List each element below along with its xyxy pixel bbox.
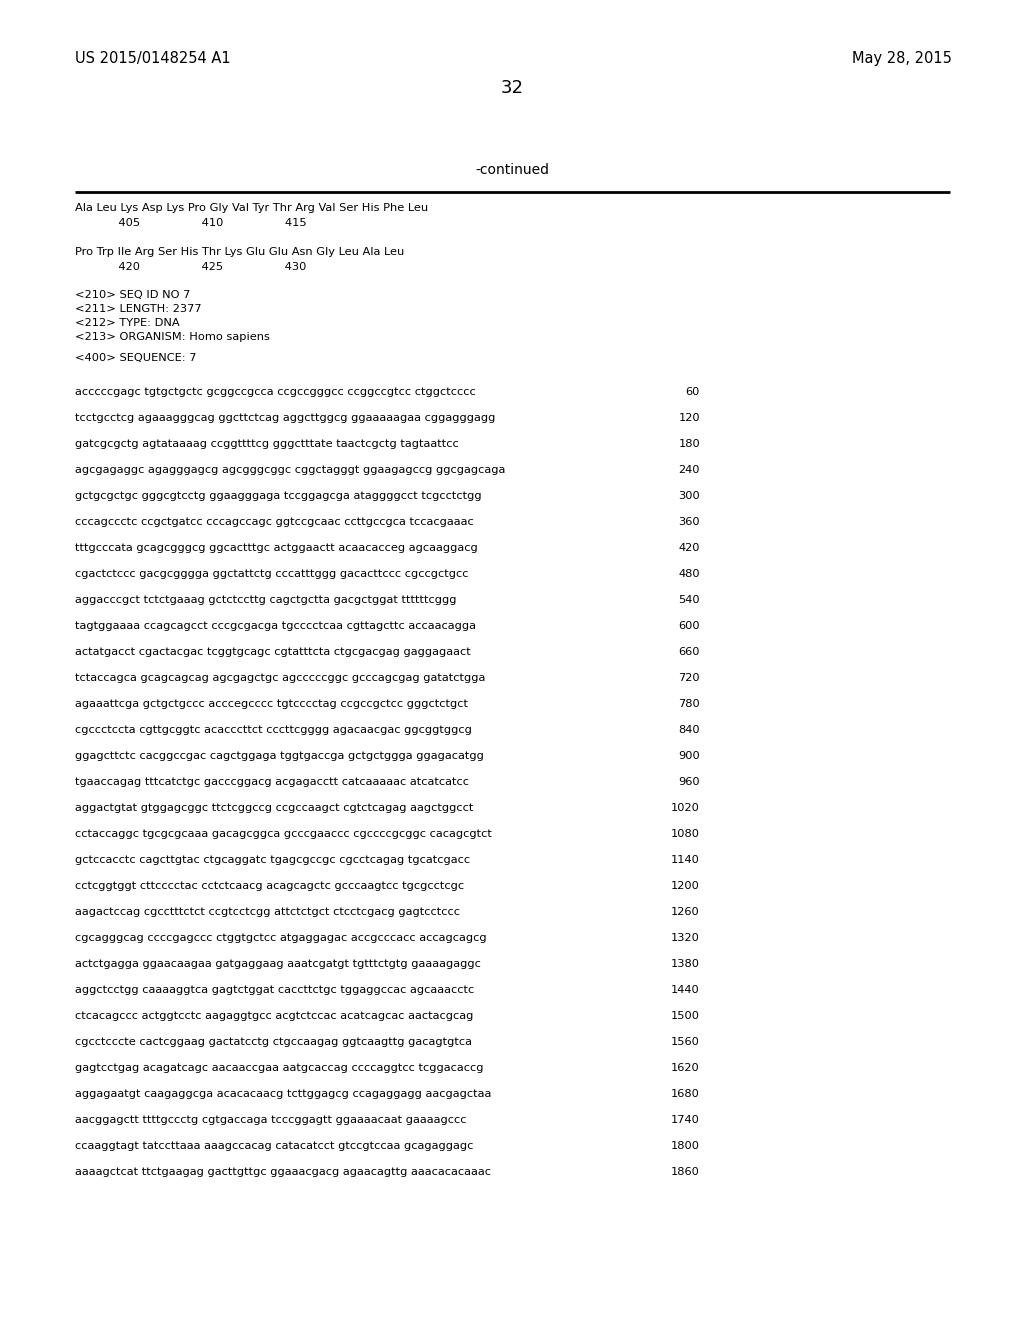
Text: <213> ORGANISM: Homo sapiens: <213> ORGANISM: Homo sapiens [75, 333, 270, 342]
Text: 780: 780 [678, 700, 700, 709]
Text: -continued: -continued [475, 162, 549, 177]
Text: 1680: 1680 [671, 1089, 700, 1100]
Text: 1740: 1740 [671, 1115, 700, 1125]
Text: 1320: 1320 [671, 933, 700, 942]
Text: ctcacagccc actggtcctc aagaggtgcc acgtctccac acatcagcac aactacgcag: ctcacagccc actggtcctc aagaggtgcc acgtctc… [75, 1011, 473, 1020]
Text: cgactctccc gacgcgggga ggctattctg cccatttggg gacacttccc cgccgctgcc: cgactctccc gacgcgggga ggctattctg cccattt… [75, 569, 469, 579]
Text: 405                 410                 415: 405 410 415 [75, 218, 306, 228]
Text: acccccgagc tgtgctgctc gcggccgcca ccgccgggcc ccggccgtcc ctggctcccc: acccccgagc tgtgctgctc gcggccgcca ccgccgg… [75, 387, 476, 397]
Text: 540: 540 [678, 595, 700, 605]
Text: aggacccgct tctctgaaag gctctccttg cagctgctta gacgctggat ttttttcggg: aggacccgct tctctgaaag gctctccttg cagctgc… [75, 595, 457, 605]
Text: 960: 960 [678, 777, 700, 787]
Text: 1560: 1560 [671, 1038, 700, 1047]
Text: gctgcgctgc gggcgtcctg ggaagggaga tccggagcga ataggggcct tcgcctctgg: gctgcgctgc gggcgtcctg ggaagggaga tccggag… [75, 491, 481, 502]
Text: 300: 300 [678, 491, 700, 502]
Text: gctccacctc cagcttgtac ctgcaggatc tgagcgccgc cgcctcagag tgcatcgacc: gctccacctc cagcttgtac ctgcaggatc tgagcgc… [75, 855, 470, 865]
Text: tcctgcctcg agaaagggcag ggcttctcag aggcttggcg ggaaaaagaa cggagggagg: tcctgcctcg agaaagggcag ggcttctcag aggctt… [75, 413, 496, 422]
Text: cgcagggcag ccccgagccc ctggtgctcc atgaggagac accgcccacc accagcagcg: cgcagggcag ccccgagccc ctggtgctcc atgagga… [75, 933, 486, 942]
Text: ccaaggtagt tatccttaaa aaagccacag catacatcct gtccgtccaa gcagaggagc: ccaaggtagt tatccttaaa aaagccacag catacat… [75, 1140, 473, 1151]
Text: 600: 600 [678, 620, 700, 631]
Text: aacggagctt ttttgccctg cgtgaccaga tcccggagtt ggaaaacaat gaaaagccc: aacggagctt ttttgccctg cgtgaccaga tcccgga… [75, 1115, 467, 1125]
Text: tctaccagca gcagcagcag agcgagctgc agcccccggc gcccagcgag gatatctgga: tctaccagca gcagcagcag agcgagctgc agccccc… [75, 673, 485, 682]
Text: 420                 425                 430: 420 425 430 [75, 261, 306, 272]
Text: aagactccag cgcctttctct ccgtcctcgg attctctgct ctcctcgacg gagtcctccc: aagactccag cgcctttctct ccgtcctcgg attctc… [75, 907, 460, 917]
Text: 1500: 1500 [671, 1011, 700, 1020]
Text: 480: 480 [678, 569, 700, 579]
Text: 1080: 1080 [671, 829, 700, 840]
Text: 240: 240 [679, 465, 700, 475]
Text: cgccctccta cgttgcggtc acacccttct cccttcgggg agacaacgac ggcggtggcg: cgccctccta cgttgcggtc acacccttct cccttcg… [75, 725, 472, 735]
Text: aggactgtat gtggagcggc ttctcggccg ccgccaagct cgtctcagag aagctggcct: aggactgtat gtggagcggc ttctcggccg ccgccaa… [75, 803, 473, 813]
Text: 1620: 1620 [672, 1063, 700, 1073]
Text: May 28, 2015: May 28, 2015 [852, 50, 952, 66]
Text: 120: 120 [678, 413, 700, 422]
Text: 660: 660 [679, 647, 700, 657]
Text: ggagcttctc cacggccgac cagctggaga tggtgaccga gctgctggga ggagacatgg: ggagcttctc cacggccgac cagctggaga tggtgac… [75, 751, 484, 762]
Text: 1200: 1200 [671, 880, 700, 891]
Text: agaaattcga gctgctgccc acccegcccc tgtcccctag ccgccgctcc gggctctgct: agaaattcga gctgctgccc acccegcccc tgtcccc… [75, 700, 468, 709]
Text: 420: 420 [679, 543, 700, 553]
Text: cctaccaggc tgcgcgcaaa gacagcggca gcccgaaccc cgccccgcggc cacagcgtct: cctaccaggc tgcgcgcaaa gacagcggca gcccgaa… [75, 829, 492, 840]
Text: aaaagctcat ttctgaagag gacttgttgc ggaaacgacg agaacagttg aaacacacaaac: aaaagctcat ttctgaagag gacttgttgc ggaaacg… [75, 1167, 490, 1177]
Text: actctgagga ggaacaagaa gatgaggaag aaatcgatgt tgtttctgtg gaaaagaggc: actctgagga ggaacaagaa gatgaggaag aaatcga… [75, 960, 481, 969]
Text: agcgagaggc agagggagcg agcgggcggc cggctagggt ggaagagccg ggcgagcaga: agcgagaggc agagggagcg agcgggcggc cggctag… [75, 465, 506, 475]
Text: 1140: 1140 [671, 855, 700, 865]
Text: gatcgcgctg agtataaaag ccggttttcg gggctttate taactcgctg tagtaattcc: gatcgcgctg agtataaaag ccggttttcg gggcttt… [75, 440, 459, 449]
Text: 1020: 1020 [671, 803, 700, 813]
Text: 720: 720 [678, 673, 700, 682]
Text: 360: 360 [678, 517, 700, 527]
Text: 900: 900 [678, 751, 700, 762]
Text: 1440: 1440 [672, 985, 700, 995]
Text: tttgcccata gcagcgggcg ggcactttgc actggaactt acaacacceg agcaaggacg: tttgcccata gcagcgggcg ggcactttgc actggaa… [75, 543, 478, 553]
Text: <210> SEQ ID NO 7: <210> SEQ ID NO 7 [75, 290, 190, 300]
Text: <400> SEQUENCE: 7: <400> SEQUENCE: 7 [75, 352, 197, 363]
Text: 180: 180 [678, 440, 700, 449]
Text: 1260: 1260 [672, 907, 700, 917]
Text: aggctcctgg caaaaggtca gagtctggat caccttctgc tggaggccac agcaaacctc: aggctcctgg caaaaggtca gagtctggat caccttc… [75, 985, 474, 995]
Text: <211> LENGTH: 2377: <211> LENGTH: 2377 [75, 304, 202, 314]
Text: 840: 840 [678, 725, 700, 735]
Text: gagtcctgag acagatcagc aacaaccgaa aatgcaccag ccccaggtcc tcggacaccg: gagtcctgag acagatcagc aacaaccgaa aatgcac… [75, 1063, 483, 1073]
Text: actatgacct cgactacgac tcggtgcagc cgtatttcta ctgcgacgag gaggagaact: actatgacct cgactacgac tcggtgcagc cgtattt… [75, 647, 471, 657]
Text: cctcggtggt cttcccctac cctctcaacg acagcagctc gcccaagtcc tgcgcctcgc: cctcggtggt cttcccctac cctctcaacg acagcag… [75, 880, 464, 891]
Text: cccagccctc ccgctgatcc cccagccagc ggtccgcaac ccttgccgca tccacgaaac: cccagccctc ccgctgatcc cccagccagc ggtccgc… [75, 517, 474, 527]
Text: 1860: 1860 [671, 1167, 700, 1177]
Text: tgaaccagag tttcatctgc gacccggacg acgagacctt catcaaaaac atcatcatcc: tgaaccagag tttcatctgc gacccggacg acgagac… [75, 777, 469, 787]
Text: 1800: 1800 [671, 1140, 700, 1151]
Text: tagtggaaaa ccagcagcct cccgcgacga tgcccctcaa cgttagcttc accaacagga: tagtggaaaa ccagcagcct cccgcgacga tgcccct… [75, 620, 476, 631]
Text: 60: 60 [686, 387, 700, 397]
Text: 32: 32 [501, 79, 523, 96]
Text: cgcctcccte cactcggaag gactatcctg ctgccaagag ggtcaagttg gacagtgtca: cgcctcccte cactcggaag gactatcctg ctgccaa… [75, 1038, 472, 1047]
Text: 1380: 1380 [671, 960, 700, 969]
Text: US 2015/0148254 A1: US 2015/0148254 A1 [75, 50, 230, 66]
Text: Ala Leu Lys Asp Lys Pro Gly Val Tyr Thr Arg Val Ser His Phe Leu: Ala Leu Lys Asp Lys Pro Gly Val Tyr Thr … [75, 203, 428, 213]
Text: <212> TYPE: DNA: <212> TYPE: DNA [75, 318, 179, 327]
Text: aggagaatgt caagaggcga acacacaacg tcttggagcg ccagaggagg aacgagctaa: aggagaatgt caagaggcga acacacaacg tcttgga… [75, 1089, 492, 1100]
Text: Pro Trp Ile Arg Ser His Thr Lys Glu Glu Asn Gly Leu Ala Leu: Pro Trp Ile Arg Ser His Thr Lys Glu Glu … [75, 247, 404, 257]
